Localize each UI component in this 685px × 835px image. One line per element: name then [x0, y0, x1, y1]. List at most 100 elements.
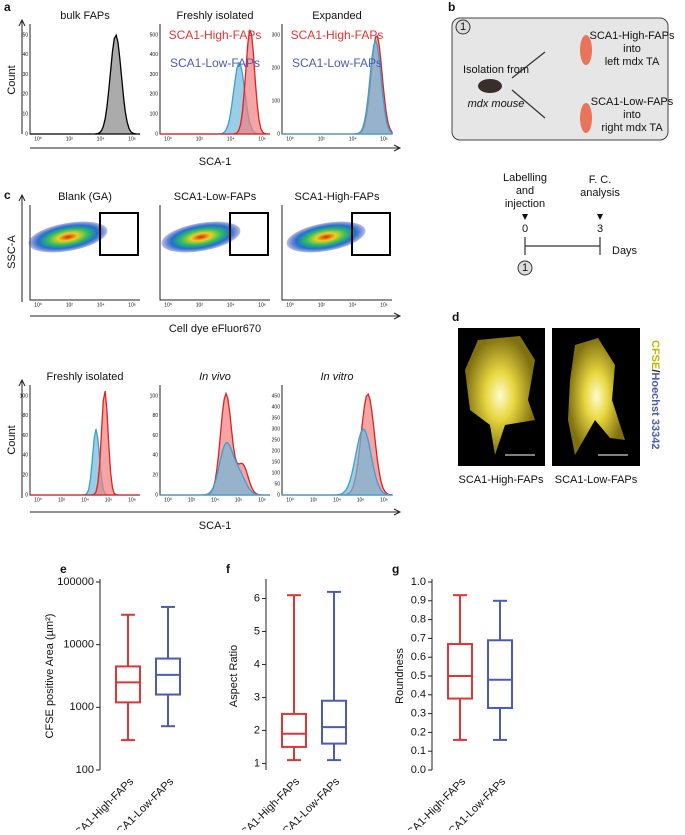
y-tick-label: 50 — [22, 32, 28, 38]
panel-letter: a — [4, 0, 11, 14]
y-tick-label: 0.0 — [411, 764, 426, 776]
protocol-text: right mdx TA — [601, 122, 663, 134]
y-tick-label: 1000 — [70, 701, 94, 713]
plot-title: Expanded — [312, 10, 362, 22]
y-tick-label: 0 — [25, 131, 28, 137]
gate — [99, 212, 139, 256]
y-tick-label: 100 — [272, 98, 281, 104]
x-tick-label: 10⁰ — [286, 302, 294, 308]
x-tick-label: 10² — [66, 136, 74, 142]
y-tick-label: 60 — [22, 433, 28, 439]
y-tick-label: 100000 — [57, 576, 94, 588]
axis-title: Roundness — [394, 648, 406, 704]
mouse-icon — [478, 79, 502, 93]
stain-label: CFSE/Hoechst 33342 — [649, 340, 661, 449]
muscle-icon — [580, 35, 592, 65]
timeline — [524, 237, 601, 255]
axis-title: Count — [6, 65, 18, 94]
plot-title: In vivo — [199, 371, 231, 383]
protocol-text: SCA1-High-FAPs — [590, 30, 675, 42]
y-tick-label: 10000 — [63, 639, 94, 651]
y-tick-label: 0 — [277, 131, 280, 137]
panel-letter: b — [448, 0, 455, 14]
y-tick-label: 20 — [152, 473, 158, 479]
y-tick-label: 0.5 — [411, 670, 426, 682]
axis-title: CFSE positive Area (µm²) — [44, 614, 56, 739]
y-tick-label: 0 — [277, 492, 280, 498]
axis-title: SSC-A — [6, 235, 18, 269]
step-number: 1 — [522, 262, 528, 274]
axis-arrow — [30, 508, 402, 516]
y-tick-label: 350 — [272, 415, 281, 421]
panel-letter: d — [452, 310, 459, 324]
protocol-text: into — [623, 109, 641, 121]
axis-arrow — [18, 18, 26, 134]
y-tick-label: 30 — [22, 72, 28, 78]
box — [281, 712, 307, 748]
stain-part: CFSE — [649, 340, 661, 369]
axis — [29, 205, 140, 301]
image-caption: SCA1-High-FAPs — [459, 474, 544, 486]
y-tick-label: 0.1 — [411, 745, 426, 757]
stain-part: / — [649, 369, 661, 372]
y-tick-label: 100 — [150, 393, 159, 399]
y-tick-label: 200 — [150, 92, 159, 98]
y-tick-label: 50 — [274, 481, 280, 487]
x-tick-label: 10⁶ — [380, 136, 388, 142]
x-tick-label: 10⁸ — [258, 497, 266, 503]
x-tick-label: 10² — [188, 497, 196, 503]
y-tick-label: 0 — [25, 492, 28, 498]
x-tick-label: 10⁰ — [286, 497, 294, 503]
x-tick-label: 10⁶ — [235, 497, 243, 503]
x-tick-label: 10⁶ — [128, 302, 136, 308]
step-number: 1 — [460, 21, 466, 33]
y-tick-label: 60 — [152, 433, 158, 439]
axis-title: Count — [6, 425, 18, 454]
box — [487, 639, 513, 709]
plot-title: SCA1-High-FAPs — [295, 191, 380, 203]
y-tick-label: 0.8 — [411, 614, 426, 626]
axis — [281, 205, 392, 301]
x-tick-label: 10⁰ — [286, 136, 294, 142]
box — [155, 657, 181, 696]
plot-title: Freshly isolated — [176, 10, 253, 22]
histogram — [160, 391, 270, 496]
y-tick-label: 0.3 — [411, 708, 426, 720]
x-tick-label: 10⁴ — [333, 497, 341, 503]
timeline-event: Labelling — [503, 172, 547, 184]
y-tick-label: 450 — [272, 393, 281, 399]
y-tick-label: 400 — [150, 52, 159, 58]
y-tick-label: 300 — [150, 72, 159, 78]
y-tick-label: 1 — [254, 757, 260, 769]
y-tick-label: 200 — [272, 65, 281, 71]
protocol-text: left mdx TA — [605, 56, 660, 68]
y-tick-label: 100 — [76, 764, 94, 776]
x-tick-label: 10⁰ — [164, 497, 172, 503]
axis-arrow — [30, 312, 402, 320]
x-tick-label: 10⁶ — [380, 302, 388, 308]
x-tick-label: 10² — [58, 497, 66, 503]
x-tick-label: 10⁰ — [164, 136, 172, 142]
x-tick-label: 10⁴ — [97, 136, 105, 142]
y-tick-label: 3 — [254, 691, 260, 703]
y-tick-label: 80 — [152, 413, 158, 419]
legend-entry: SCA1-Low-FAPs — [170, 56, 260, 70]
stain-part: Hoechst 33342 — [649, 372, 661, 449]
y-tick-label: 500 — [150, 32, 159, 38]
x-tick-label: 10² — [310, 497, 318, 503]
x-tick-label: 10⁴ — [81, 497, 89, 503]
protocol-text: mdx mouse — [468, 98, 525, 110]
timeline-event: injection — [505, 198, 545, 210]
timeline-event: and — [516, 185, 534, 197]
y-tick-label: 0.2 — [411, 726, 426, 738]
panel-letter: e — [60, 562, 67, 576]
density-cloud — [161, 221, 241, 253]
x-tick-label: 10⁶ — [258, 302, 266, 308]
gate — [351, 212, 391, 256]
x-tick-label: 10⁰ — [164, 302, 172, 308]
y-tick-label: 5 — [254, 625, 260, 637]
histogram — [282, 38, 393, 135]
y-tick-label: 20 — [22, 473, 28, 479]
x-tick-label: 10⁰ — [34, 136, 42, 142]
histogram — [30, 33, 140, 135]
